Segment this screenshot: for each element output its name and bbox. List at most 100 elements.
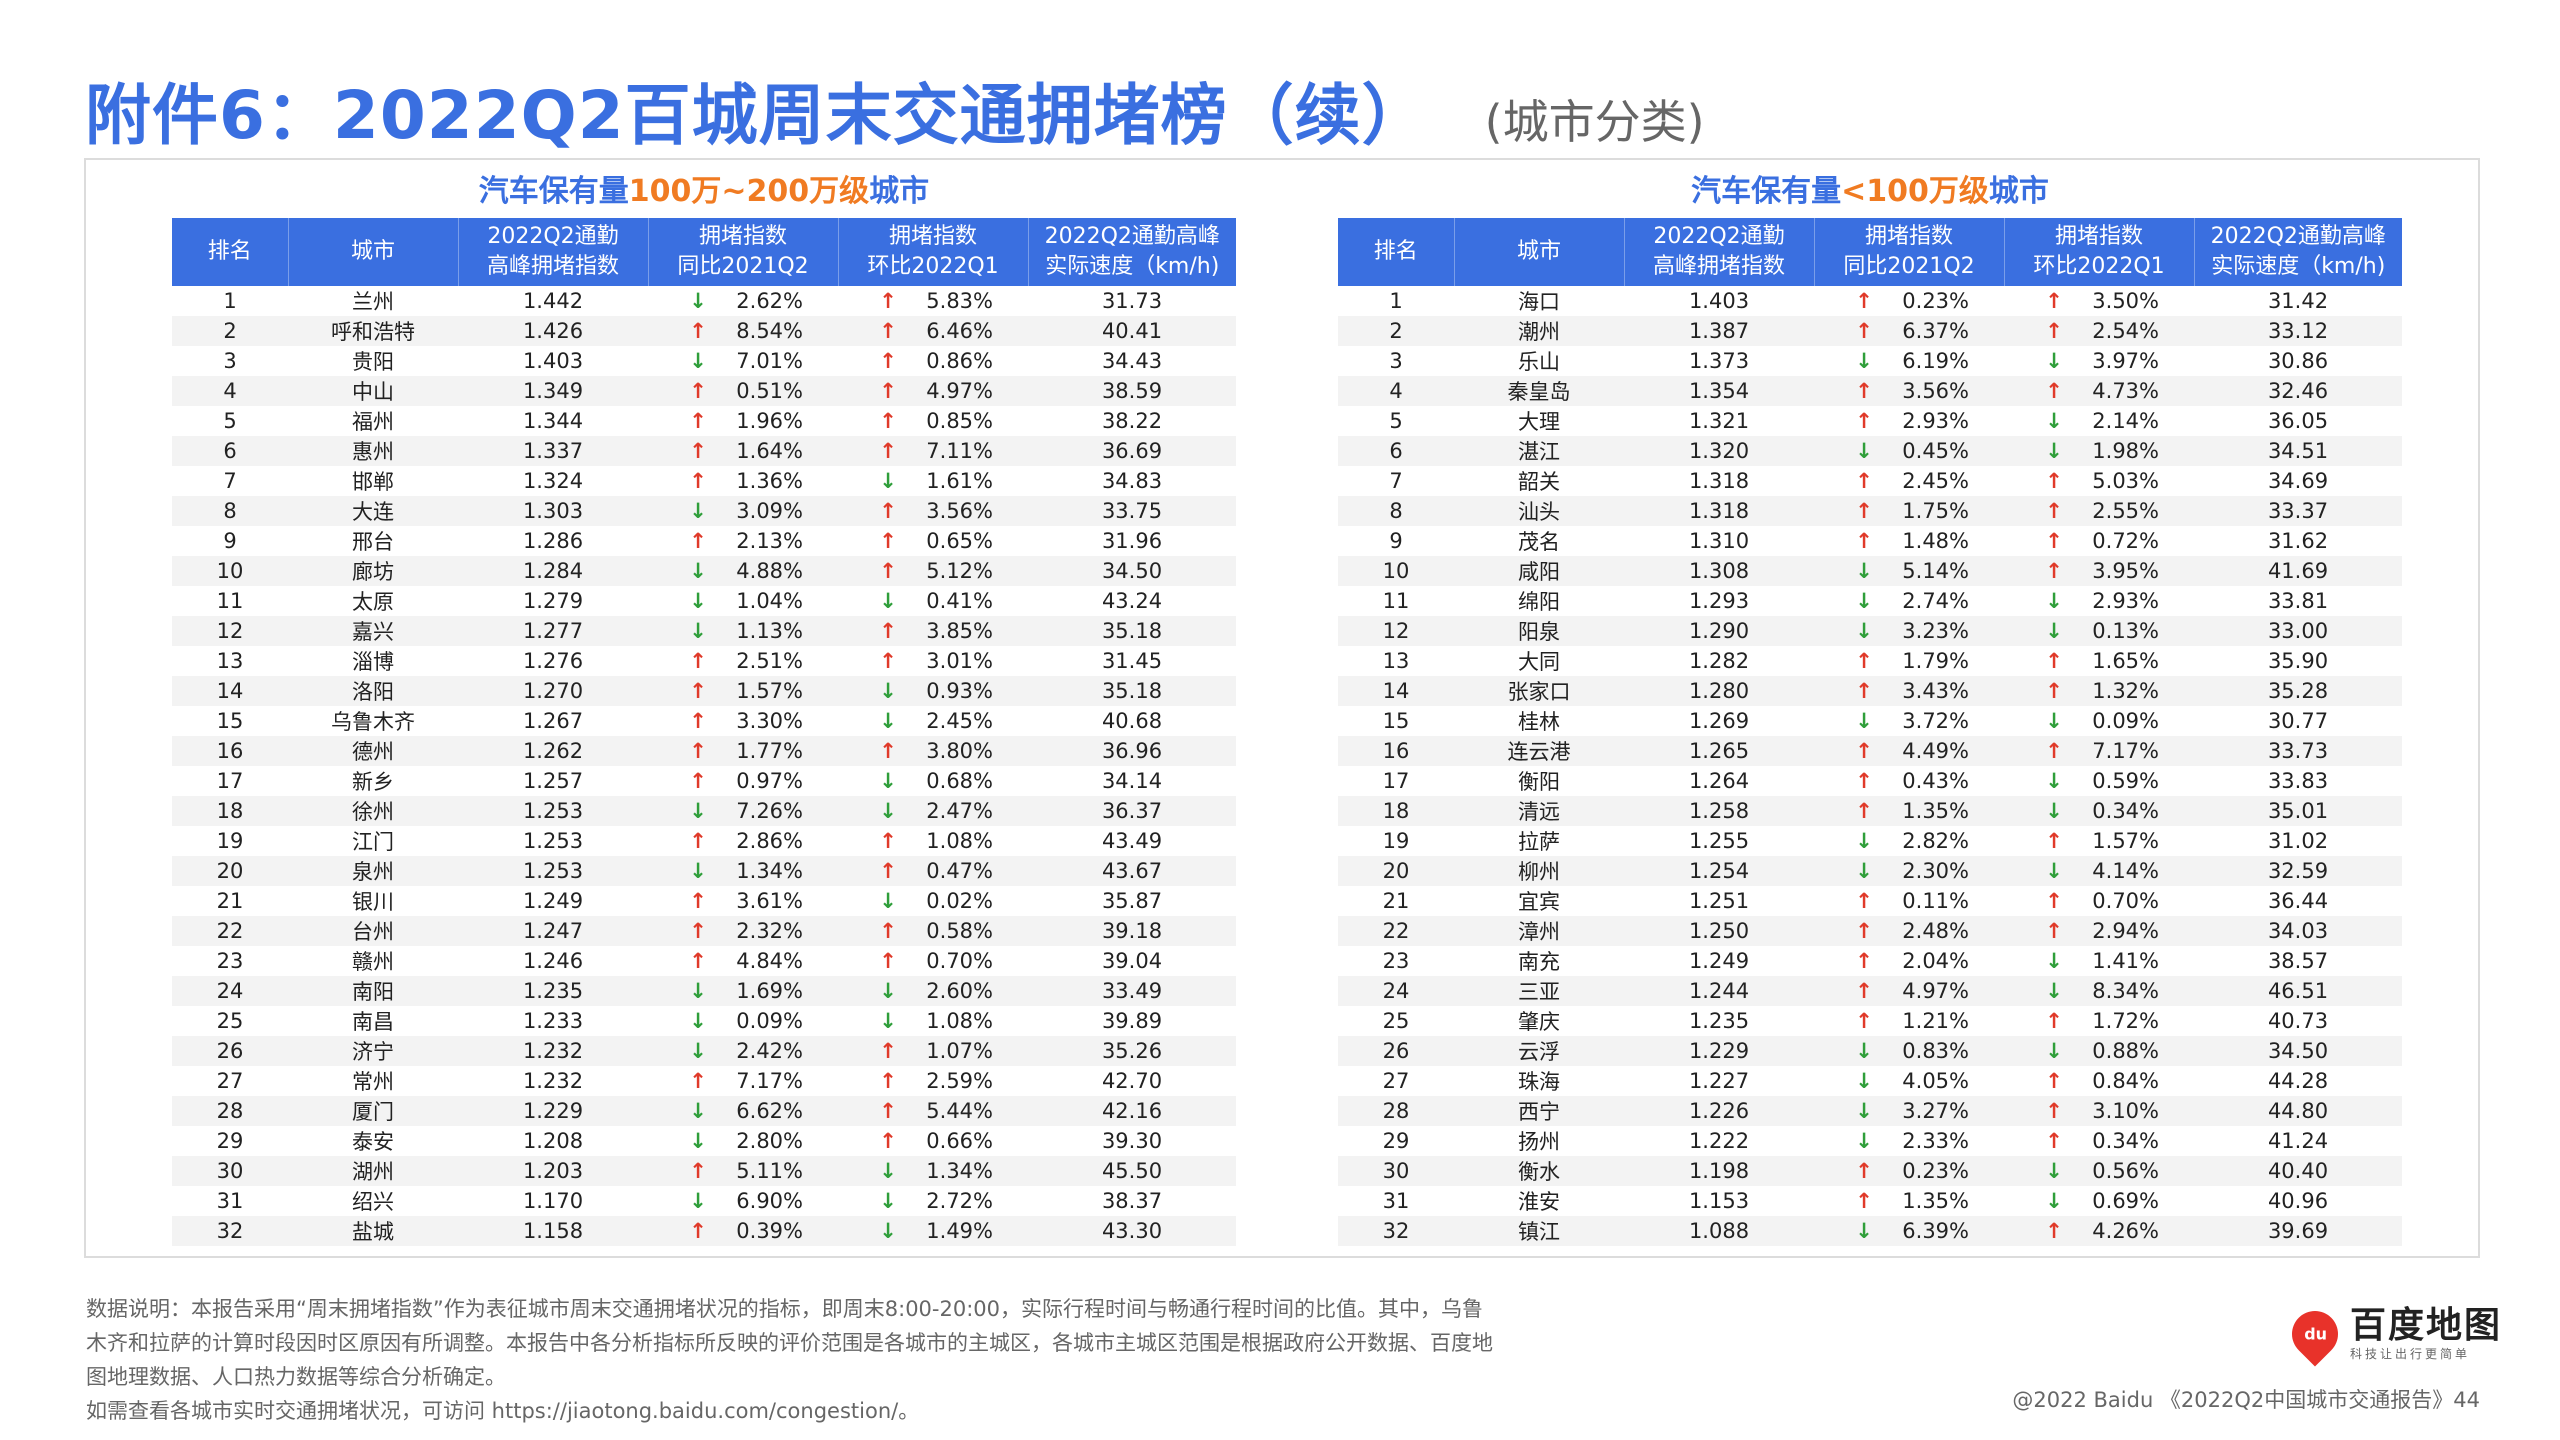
qoq-cell: ↑ 2.94% — [2004, 916, 2194, 946]
index-cell: 1.227 — [1688, 1069, 1750, 1093]
index-cell: 1.293 — [1688, 589, 1750, 613]
table-row: 12 嘉兴 1.277 ↓ 1.13% ↑ 3.85% 35.18 — [172, 616, 1236, 646]
city-cell: 绍兴 — [352, 1190, 394, 1214]
index-cell: 1.324 — [522, 469, 584, 493]
table-row: 18 清远 1.258 ↑ 1.35% ↓ 0.34% 35.01 — [1338, 796, 2402, 826]
speed-cell: 31.62 — [2267, 529, 2329, 553]
rank-cell: 12 — [1338, 616, 1454, 646]
yoy-cell: ↑ 0.51% — [648, 376, 838, 406]
city-cell: 新乡 — [352, 770, 394, 794]
rank-cell: 13 — [216, 649, 244, 673]
qoq-cell: ↑ 0.84% — [2004, 1066, 2194, 1096]
percent-value: 2.45% — [1902, 469, 1969, 493]
arrow-down-icon: ↓ — [2045, 979, 2063, 1003]
data-note-line: 木齐和拉萨的计算时段因时区原因有所调整。本报告中各分析指标所反映的评价范围是各城… — [86, 1331, 1493, 1355]
column-header: 城市 — [288, 218, 459, 286]
yoy-cell: ↓ 4.05% — [1814, 1066, 2004, 1096]
index-cell: 1.403 — [522, 349, 584, 373]
arrow-up-icon: ↑ — [879, 409, 897, 433]
percent-value: 3.85% — [926, 619, 993, 643]
qoq-cell: ↓ 0.41% — [838, 586, 1028, 616]
rank-cell: 27 — [1382, 1069, 1410, 1093]
yoy-cell: ↓ 0.09% — [648, 1006, 838, 1036]
speed-cell: 39.69 — [2194, 1216, 2402, 1246]
arrow-down-icon: ↓ — [689, 859, 707, 883]
percent-value: 1.57% — [736, 679, 803, 703]
speed-cell: 40.41 — [1028, 316, 1236, 346]
speed-cell: 30.77 — [2267, 709, 2329, 733]
percent-value: 7.26% — [736, 799, 803, 823]
percent-value: 1.65% — [2092, 649, 2159, 673]
qoq-cell: ↑ 1.32% — [2004, 676, 2194, 706]
table-row: 24 三亚 1.244 ↑ 4.97% ↓ 8.34% 46.51 — [1338, 976, 2402, 1006]
speed-cell: 31.73 — [1101, 289, 1163, 313]
arrow-up-icon: ↑ — [879, 439, 897, 463]
qoq-cell: ↑ 0.58% — [838, 916, 1028, 946]
percent-value: 0.85% — [926, 409, 993, 433]
percent-value: 8.54% — [736, 319, 803, 343]
percent-value: 5.83% — [926, 289, 993, 313]
percent-value: 1.08% — [926, 1009, 993, 1033]
qoq-cell: ↑ 3.10% — [2004, 1096, 2194, 1126]
index-cell: 1.264 — [1688, 769, 1750, 793]
qoq-cell: ↑ 0.70% — [838, 946, 1028, 976]
arrow-up-icon: ↑ — [689, 709, 707, 733]
arrow-down-icon: ↓ — [689, 1039, 707, 1063]
arrow-up-icon: ↑ — [1855, 529, 1873, 553]
qoq-cell: ↑ 0.65% — [838, 526, 1028, 556]
yoy-cell: ↑ 0.23% — [1814, 1156, 2004, 1186]
index-cell: 1.265 — [1624, 736, 1814, 766]
yoy-cell: ↓ 0.83% — [1814, 1036, 2004, 1066]
percent-value: 4.97% — [926, 379, 993, 403]
arrow-up-icon: ↑ — [2045, 1009, 2063, 1033]
percent-value: 3.27% — [1902, 1099, 1969, 1123]
table-row: 14 洛阳 1.270 ↑ 1.57% ↓ 0.93% 35.18 — [172, 676, 1236, 706]
city-cell: 云浮 — [1454, 1036, 1624, 1066]
yoy-cell: ↑ 2.13% — [648, 526, 838, 556]
qoq-cell: ↑ 2.59% — [838, 1066, 1028, 1096]
table-row: 3 贵阳 1.403 ↓ 7.01% ↑ 0.86% 34.43 — [172, 346, 1236, 376]
arrow-up-icon: ↑ — [2045, 679, 2063, 703]
arrow-up-icon: ↑ — [1855, 1009, 1873, 1033]
arrow-down-icon: ↓ — [2045, 799, 2063, 823]
yoy-cell: ↑ 3.30% — [648, 706, 838, 736]
percent-value: 1.64% — [736, 439, 803, 463]
qoq-cell: ↑ 3.50% — [2004, 286, 2194, 316]
percent-value: 2.04% — [1902, 949, 1969, 973]
logo-slogan: 科技让出行更简单 — [2350, 1347, 2471, 1361]
index-cell: 1.321 — [1688, 409, 1750, 433]
table-row: 3 乐山 1.373 ↓ 6.19% ↓ 3.97% 30.86 — [1338, 346, 2402, 376]
arrow-up-icon: ↑ — [2045, 1219, 2063, 1243]
index-cell: 1.337 — [458, 436, 648, 466]
table-row: 11 太原 1.279 ↓ 1.04% ↓ 0.41% 43.24 — [172, 586, 1236, 616]
arrow-up-icon: ↑ — [879, 649, 897, 673]
arrow-up-icon: ↑ — [689, 529, 707, 553]
arrow-up-icon: ↑ — [1855, 769, 1873, 793]
speed-cell: 44.80 — [2194, 1096, 2402, 1126]
speed-cell: 33.49 — [1028, 976, 1236, 1006]
arrow-up-icon: ↑ — [879, 349, 897, 373]
qoq-cell: ↓ 1.41% — [2004, 946, 2194, 976]
table-row: 7 韶关 1.318 ↑ 2.45% ↑ 5.03% 34.69 — [1338, 466, 2402, 496]
yoy-cell: ↑ 3.43% — [1814, 676, 2004, 706]
yoy-cell: ↑ 1.21% — [1814, 1006, 2004, 1036]
speed-cell: 42.16 — [1028, 1096, 1236, 1126]
index-cell: 1.233 — [522, 1009, 584, 1033]
yoy-cell: ↑ 3.61% — [648, 886, 838, 916]
rank-cell: 5 — [1389, 409, 1403, 433]
yoy-cell: ↑ 4.97% — [1814, 976, 2004, 1006]
speed-cell: 36.05 — [2267, 409, 2329, 433]
rank-cell: 32 — [172, 1216, 288, 1246]
arrow-down-icon: ↓ — [879, 1159, 897, 1183]
percent-value: 3.61% — [736, 889, 803, 913]
percent-value: 3.72% — [1902, 709, 1969, 733]
qoq-cell: ↑ 5.83% — [838, 286, 1028, 316]
arrow-down-icon: ↓ — [1855, 619, 1873, 643]
city-cell: 绵阳 — [1518, 590, 1560, 614]
arrow-down-icon: ↓ — [879, 799, 897, 823]
rank-cell: 17 — [1382, 769, 1410, 793]
rank-cell: 26 — [172, 1036, 288, 1066]
arrow-up-icon: ↑ — [689, 439, 707, 463]
rank-cell: 8 — [172, 496, 288, 526]
yoy-cell: ↑ 1.57% — [648, 676, 838, 706]
